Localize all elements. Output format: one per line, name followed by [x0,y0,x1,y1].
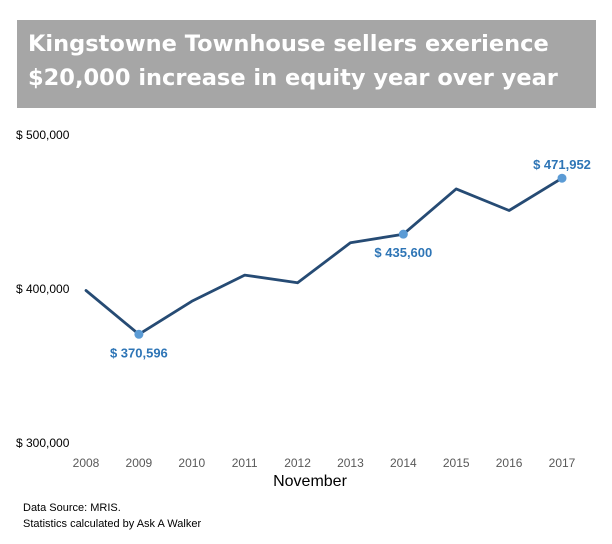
data-label: $ 370,596 [110,345,168,360]
y-axis-ticks: $ 300,000 $ 400,000 $ 500,000 [16,128,70,450]
footnote-statistics: Statistics calculated by Ask A Walker [23,518,202,530]
data-point-marker [557,173,567,183]
x-tick-label: 2014 [390,456,417,470]
series-group [84,173,567,339]
y-tick-label: $ 400,000 [16,282,70,296]
data-point-marker [134,329,144,339]
x-tick-label: 2008 [73,456,100,470]
x-tick-label: 2013 [337,456,364,470]
chart-title: Kingstowne Townhouse sellers exerience $… [28,31,558,91]
y-tick-label: $ 300,000 [16,436,70,450]
data-labels: $ 370,596 $ 435,600 $ 471,952 [110,157,591,360]
data-label: $ 471,952 [533,157,591,172]
x-axis-ticks: 2008 2009 2010 2011 2012 2013 2014 2015 2016 2017 [73,456,576,470]
footnote-source: Data Source: MRIS. [23,502,121,514]
line-chart: $ 300,000 $ 400,000 $ 500,000 2008 2009 2010… [16,128,591,490]
x-tick-label: 2012 [284,456,311,470]
x-tick-label: 2011 [232,456,258,470]
x-tick-label: 2010 [178,456,205,470]
x-tick-label: 2016 [496,456,523,470]
x-tick-label: 2009 [126,456,153,470]
data-point-marker [398,229,408,239]
y-tick-label: $ 500,000 [16,128,70,142]
x-tick-label: 2015 [443,456,470,470]
series-line [84,176,564,336]
footnotes: Data Source: MRIS. Statistics calculated… [23,500,201,532]
x-tick-label: 2017 [549,456,576,470]
chart-title-banner: Kingstowne Townhouse sellers exerience $… [17,20,596,108]
x-axis-label: November [273,473,347,490]
data-label: $ 435,600 [374,245,432,260]
